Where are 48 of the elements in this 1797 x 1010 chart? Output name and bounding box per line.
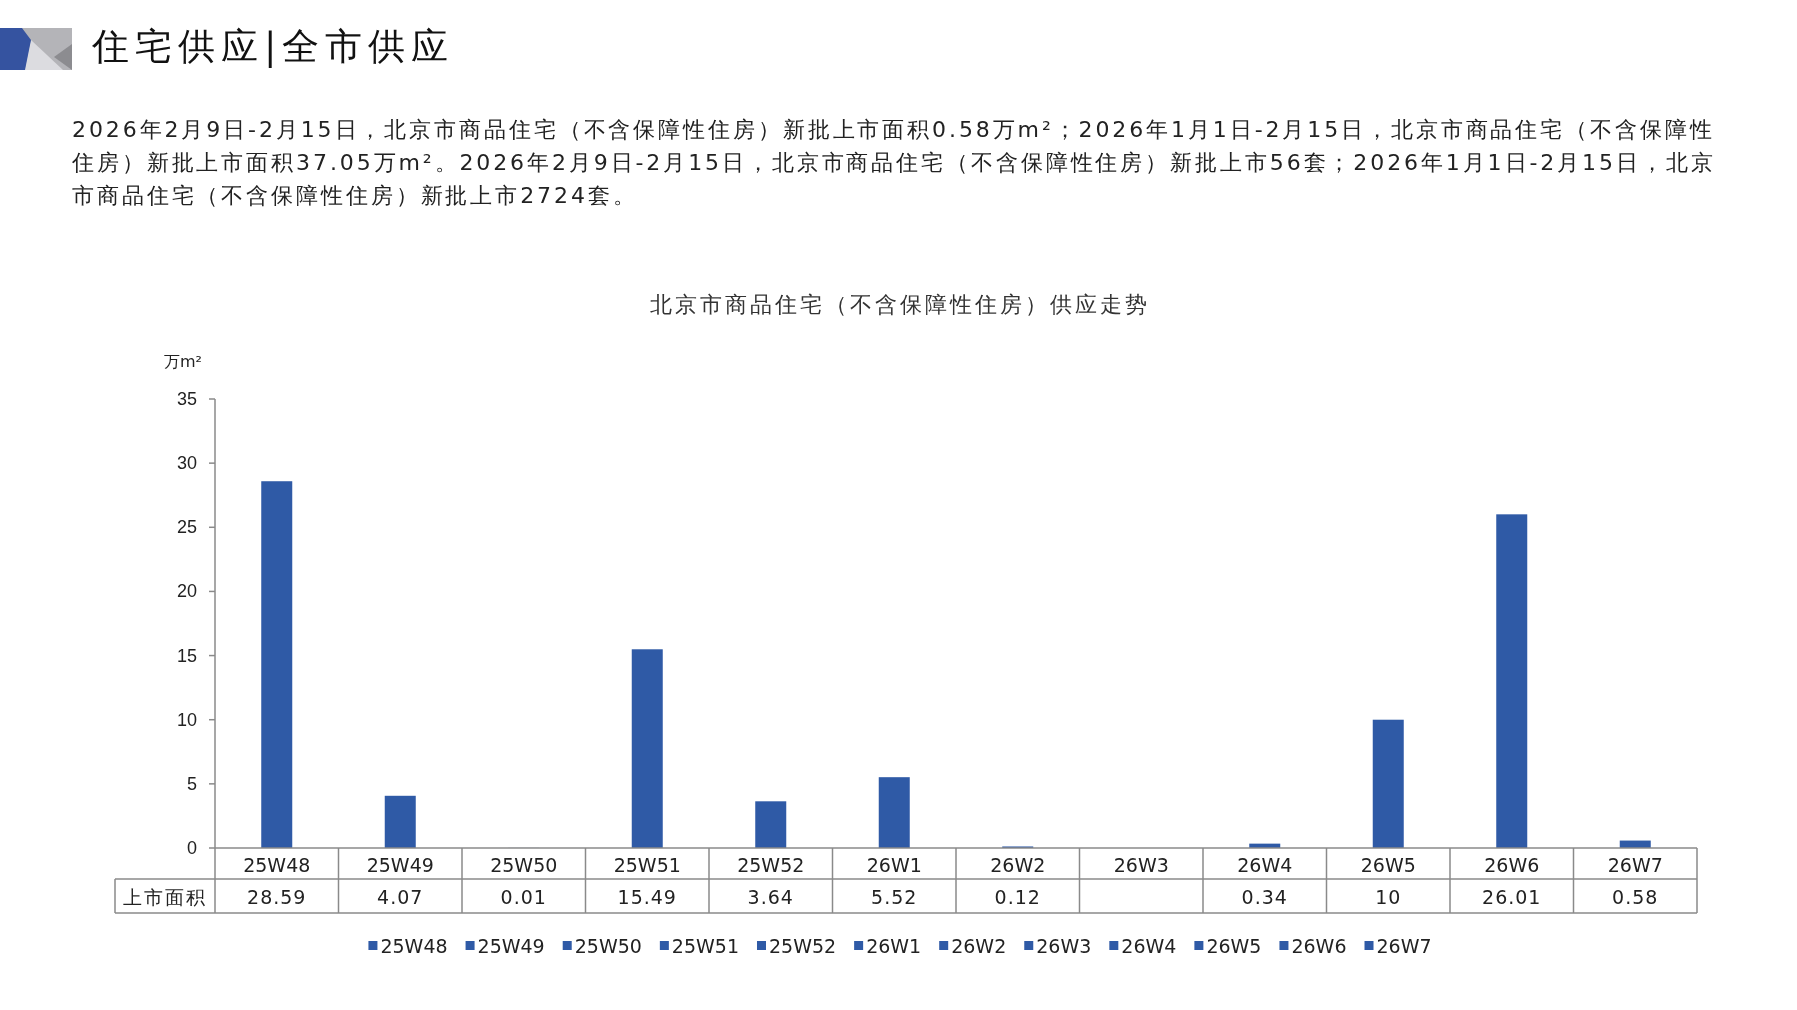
y-tick-label: 15 bbox=[176, 645, 197, 666]
data-label: 5.52 bbox=[871, 886, 918, 908]
data-label: 0.58 bbox=[1612, 886, 1659, 908]
data-label: 28.59 bbox=[247, 886, 307, 908]
y-tick-label: 5 bbox=[186, 773, 197, 794]
x-tick-label: 25W49 bbox=[366, 853, 434, 876]
legend-item: 26W7 bbox=[1364, 935, 1432, 957]
data-label: 26.01 bbox=[1482, 886, 1542, 908]
legend-item: 25W49 bbox=[465, 935, 545, 957]
data-label: 0.01 bbox=[500, 886, 547, 908]
y-tick-label: 0 bbox=[186, 838, 197, 858]
legend-item: 25W48 bbox=[368, 935, 448, 957]
legend-item: 26W2 bbox=[939, 935, 1007, 957]
x-tick-label: 26W7 bbox=[1607, 853, 1663, 876]
legend-item: 26W5 bbox=[1194, 935, 1262, 957]
legend-item: 26W3 bbox=[1024, 935, 1092, 957]
text: 上市面积 bbox=[123, 886, 207, 908]
legend-item: 25W52 bbox=[757, 935, 837, 957]
y-tick-label: 25 bbox=[176, 517, 197, 538]
data-label: 4.07 bbox=[377, 886, 424, 908]
x-tick-label: 26W2 bbox=[990, 853, 1046, 876]
x-tick-label: 26W5 bbox=[1360, 853, 1416, 876]
legend-item: 25W50 bbox=[562, 935, 642, 957]
x-tick-label: 25W48 bbox=[243, 853, 311, 876]
x-tick-label: 26W3 bbox=[1113, 853, 1169, 876]
data-label: 0.12 bbox=[994, 886, 1041, 908]
x-tick-label: 25W50 bbox=[490, 853, 558, 876]
x-tick-label: 26W6 bbox=[1484, 853, 1540, 876]
chart-title: 北京市商品住宅（不含保障性住房）供应走势 bbox=[650, 292, 1150, 317]
legend-item: 26W4 bbox=[1109, 935, 1177, 957]
data-label: 3.64 bbox=[747, 886, 794, 908]
x-tick-label: 26W4 bbox=[1237, 853, 1293, 876]
text: 住宅供应|全市供应 bbox=[92, 24, 455, 70]
y-tick-label: 35 bbox=[176, 389, 197, 409]
legend-item: 25W51 bbox=[659, 935, 739, 957]
data-label: 0.34 bbox=[1241, 886, 1288, 908]
y-tick-label: 10 bbox=[176, 709, 197, 730]
x-tick-label: 25W51 bbox=[613, 853, 681, 876]
y-tick-label: 20 bbox=[176, 581, 197, 602]
text: 2026年2月9日-2月15日，北京市商品住宅（不含保障性住房）新批上市面积0.58万m²；2026年1月1日-2月15日，北京市商品住宅（不含保障性住房）新批上市面积37.05万m²。2026年2月9日-2月15日，北京市商品住宅（不含保障性住房）新批上市56套；2026年1月1日-2月15日，北京市商品住宅（不含保障性住房）新批上市2724套。 bbox=[72, 116, 1717, 210]
data-label: 10 bbox=[1375, 886, 1402, 908]
data-label: 15.49 bbox=[617, 886, 677, 908]
x-tick-label: 25W52 bbox=[737, 853, 805, 876]
y-tick-label: 30 bbox=[176, 453, 197, 474]
legend-item: 26W1 bbox=[854, 935, 922, 957]
y-axis-title: 万m² bbox=[164, 352, 202, 371]
x-tick-label: 26W1 bbox=[866, 853, 922, 876]
legend-item: 26W6 bbox=[1279, 935, 1347, 957]
